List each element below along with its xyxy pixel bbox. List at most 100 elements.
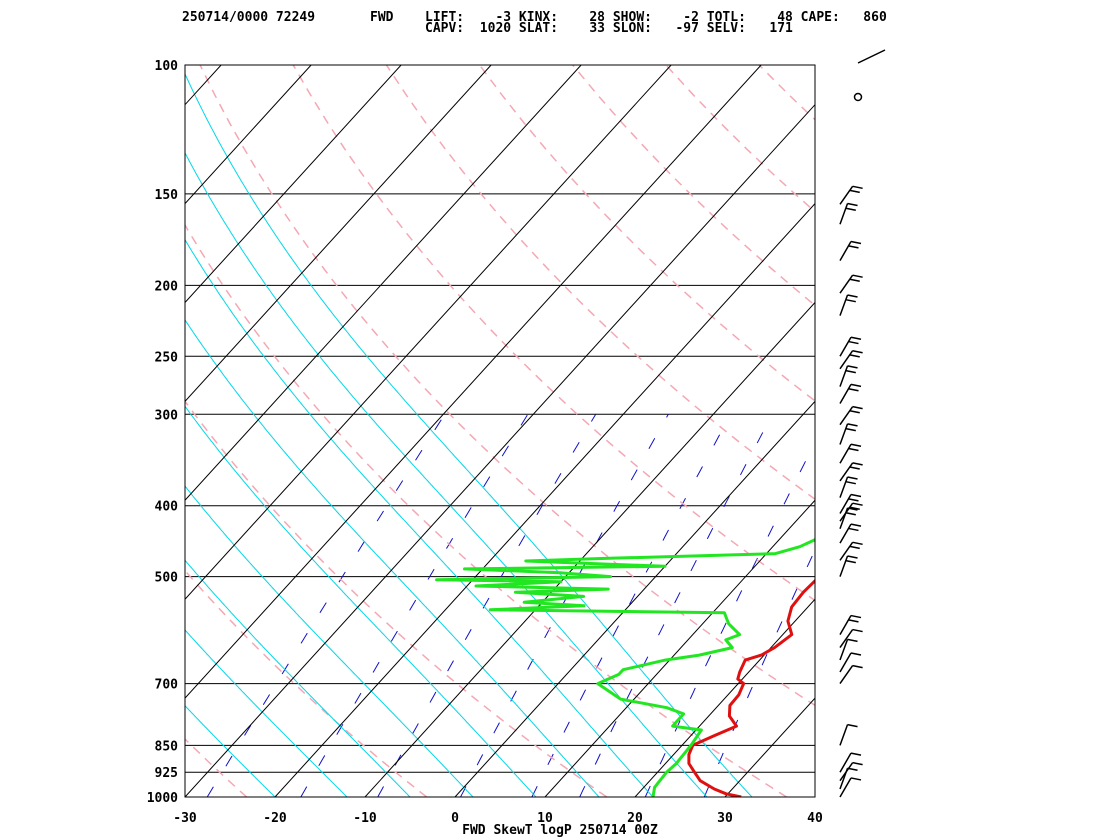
moist-adiabat xyxy=(185,405,537,797)
dewpoint-profile xyxy=(435,538,815,797)
isotherm-40 xyxy=(814,796,815,797)
wind-barb xyxy=(839,365,858,387)
wind-barb xyxy=(839,423,858,445)
wind-barb xyxy=(839,202,858,225)
mixing-ratio-lines xyxy=(206,414,815,797)
moist-adiabat xyxy=(185,238,654,797)
moist-adiabat-lines xyxy=(185,72,753,797)
pressure-label-200: 200 xyxy=(155,279,179,294)
isotherm-10 xyxy=(544,499,815,797)
pressure-label-1000: 1000 xyxy=(147,791,178,806)
indices-row-2: CAPV: 1020 SLAT: 33 SLON: -97 SELV: 171 xyxy=(425,21,793,36)
dry-adiabat-330 xyxy=(199,65,815,707)
isotherm-20 xyxy=(634,598,815,797)
isotherm--120 xyxy=(0,65,41,797)
mixing-ratio-line xyxy=(579,414,773,797)
dry-adiabat-390 xyxy=(478,65,815,402)
isotherm--100 xyxy=(185,65,222,106)
chart-title: FWD SkewT logP 250714 00Z xyxy=(462,823,658,838)
isotherm--40 xyxy=(185,65,762,699)
dry-adiabat-510 xyxy=(1039,65,1120,797)
isotherm--10 xyxy=(364,301,815,797)
temp-label--20: -20 xyxy=(263,811,287,826)
wind-barb xyxy=(839,664,863,685)
wind-barb xyxy=(839,294,858,316)
moist-adiabat xyxy=(185,485,474,797)
temp-label--30: -30 xyxy=(173,811,197,826)
temp-label-10: 10 xyxy=(537,811,553,826)
wind-barb xyxy=(857,49,886,64)
dry-adiabat-lines xyxy=(185,65,1120,797)
wind-barb xyxy=(839,493,862,514)
wind-barb xyxy=(839,652,862,673)
dry-adiabat-310 xyxy=(185,223,788,797)
pressure-label-250: 250 xyxy=(155,350,179,365)
temperature-tick-labels: -30 -20 -10 0 10 20 30 40 xyxy=(173,811,823,826)
mixing-ratio-line xyxy=(703,548,815,797)
wind-barb xyxy=(839,752,862,773)
isotherm--50 xyxy=(185,65,672,600)
dry-adiabat-450 xyxy=(758,65,815,121)
wind-barbs xyxy=(839,49,886,798)
temp-label-20: 20 xyxy=(627,811,643,826)
temperature-profile xyxy=(687,578,815,797)
temp-label-0: 0 xyxy=(451,811,459,826)
dry-adiabat-410 xyxy=(572,65,815,307)
calm-wind-marker xyxy=(853,92,863,102)
temp-label-40: 40 xyxy=(807,811,823,826)
moist-adiabat xyxy=(185,72,753,797)
wind-barb xyxy=(839,443,862,464)
isotherm--20 xyxy=(274,202,815,797)
moist-adiabat xyxy=(185,629,348,797)
pressure-label-925: 925 xyxy=(155,766,178,781)
mixing-ratio-line xyxy=(377,414,597,797)
isotherm--70 xyxy=(185,65,492,403)
wind-barb xyxy=(839,502,863,522)
moist-adiabat xyxy=(185,151,708,797)
moist-adiabat xyxy=(185,319,600,797)
pressure-label-300: 300 xyxy=(155,408,179,423)
sounding-header: 250714/0000 72249 FWD LIFT: -3 KINX: 28 … xyxy=(0,0,1120,50)
wind-barb xyxy=(839,336,862,357)
isotherm--110 xyxy=(0,65,131,797)
dry-adiabat-250 xyxy=(185,737,248,797)
isotherm-0 xyxy=(454,400,815,797)
pressure-label-100: 100 xyxy=(155,59,179,74)
wind-barb xyxy=(839,350,863,370)
indices-row-1: LIFT: -3 KINX: 28 SHOW: -2 TOTL: 48 CAPE… xyxy=(425,10,887,25)
dry-adiabat-350 xyxy=(292,65,815,602)
isotherm--60 xyxy=(185,65,582,502)
wind-barb xyxy=(839,628,863,649)
temp-label--10: -10 xyxy=(353,811,377,826)
station-id: FWD xyxy=(370,10,394,25)
dry-adiabat-270 xyxy=(185,569,428,797)
moist-adiabat xyxy=(185,704,276,797)
wind-barb xyxy=(839,476,858,498)
mixing-ratio-line xyxy=(644,441,815,797)
wind-barb xyxy=(839,185,863,205)
pressure-label-150: 150 xyxy=(155,188,179,203)
moist-adiabat xyxy=(185,559,411,797)
wind-barb xyxy=(839,462,863,482)
pressure-label-500: 500 xyxy=(155,571,179,586)
wind-barb xyxy=(839,541,863,561)
pressure-tick-labels: 100 150 200 250 300 400 500 700 850 925 1000 xyxy=(147,59,178,806)
wind-barb xyxy=(839,761,863,782)
wind-barb xyxy=(839,383,862,404)
wind-barb xyxy=(839,240,862,261)
wind-barb xyxy=(839,614,862,635)
dry-adiabat-370 xyxy=(385,65,815,501)
isotherm-30 xyxy=(724,697,815,797)
wind-barb xyxy=(839,638,858,661)
wind-barb xyxy=(839,274,863,294)
isotherm--80 xyxy=(185,65,402,304)
isotherm--30 xyxy=(185,103,815,797)
wind-barb xyxy=(839,723,858,746)
dry-adiabat-490 xyxy=(945,65,1120,797)
plot-frame xyxy=(184,64,816,798)
wind-barb xyxy=(839,555,858,577)
dry-adiabat-430 xyxy=(665,65,815,213)
pressure-label-850: 850 xyxy=(155,739,179,754)
dry-adiabat-290 xyxy=(185,400,608,797)
wind-barb xyxy=(839,523,862,544)
